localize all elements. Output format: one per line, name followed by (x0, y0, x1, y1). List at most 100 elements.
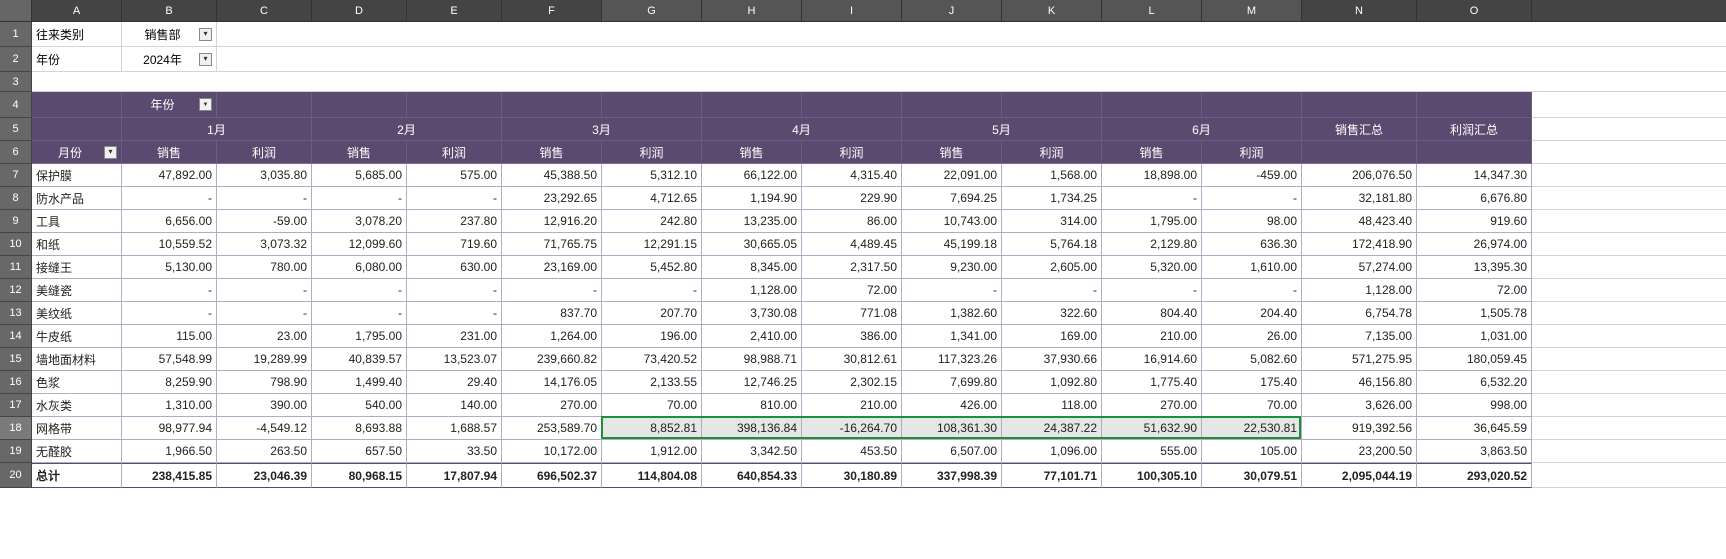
data-cell[interactable]: 210.00 (802, 394, 902, 417)
data-cell[interactable]: 3,863.50 (1417, 440, 1532, 463)
col-head-N[interactable]: N (1302, 0, 1417, 22)
data-cell[interactable]: 322.60 (1002, 302, 1102, 325)
funnel-icon[interactable] (199, 53, 212, 66)
row-label[interactable]: 美纹纸 (32, 302, 122, 325)
data-cell[interactable]: 5,312.10 (602, 164, 702, 187)
data-cell[interactable]: - (1102, 187, 1202, 210)
data-cell[interactable]: 46,156.80 (1302, 371, 1417, 394)
data-cell[interactable]: 18,898.00 (1102, 164, 1202, 187)
m4-sales[interactable]: 销售 (702, 141, 802, 164)
data-cell[interactable]: 571,275.95 (1302, 348, 1417, 371)
data-cell[interactable]: 115.00 (122, 325, 217, 348)
row-num-20[interactable]: 20 (0, 463, 32, 488)
data-cell[interactable]: - (122, 302, 217, 325)
row-num-17[interactable]: 17 (0, 394, 32, 417)
row-label[interactable]: 墙地面材料 (32, 348, 122, 371)
row-label[interactable]: 无醛胶 (32, 440, 122, 463)
data-cell[interactable]: 3,730.08 (702, 302, 802, 325)
data-cell[interactable]: 8,259.90 (122, 371, 217, 394)
m6-profit[interactable]: 利润 (1202, 141, 1302, 164)
data-cell[interactable]: 172,418.90 (1302, 233, 1417, 256)
data-cell[interactable]: 7,694.25 (902, 187, 1002, 210)
data-cell[interactable]: - (312, 187, 407, 210)
filter2-value[interactable]: 2024年 (122, 47, 217, 72)
phc[interactable] (702, 92, 802, 118)
data-cell[interactable]: 169.00 (1002, 325, 1102, 348)
row-label[interactable]: 工具 (32, 210, 122, 233)
data-cell[interactable]: 196.00 (602, 325, 702, 348)
data-cell[interactable]: 14,176.05 (502, 371, 602, 394)
data-cell[interactable]: - (407, 187, 502, 210)
row-num-7[interactable]: 7 (0, 164, 32, 187)
data-cell[interactable]: 1,382.60 (902, 302, 1002, 325)
phc[interactable] (217, 92, 312, 118)
row-label[interactable]: 接缝王 (32, 256, 122, 279)
data-cell[interactable]: 118.00 (1002, 394, 1102, 417)
data-cell[interactable]: -459.00 (1202, 164, 1302, 187)
data-cell[interactable]: 837.70 (502, 302, 602, 325)
data-cell[interactable]: 1,610.00 (1202, 256, 1302, 279)
data-cell[interactable]: 204.40 (1202, 302, 1302, 325)
data-cell[interactable]: 108,361.30 (902, 417, 1002, 440)
data-cell[interactable]: 780.00 (217, 256, 312, 279)
data-cell[interactable]: 314.00 (1002, 210, 1102, 233)
data-cell[interactable]: 8,693.88 (312, 417, 407, 440)
data-cell[interactable]: -16,264.70 (802, 417, 902, 440)
data-cell[interactable]: 48,423.40 (1302, 210, 1417, 233)
row-num-11[interactable]: 11 (0, 256, 32, 279)
col-head-I[interactable]: I (802, 0, 902, 22)
data-cell[interactable]: 263.50 (217, 440, 312, 463)
data-cell[interactable]: 22,091.00 (902, 164, 1002, 187)
phc[interactable] (502, 92, 602, 118)
row-num-8[interactable]: 8 (0, 187, 32, 210)
phc[interactable] (407, 92, 502, 118)
data-cell[interactable]: 47,892.00 (122, 164, 217, 187)
col-head-E[interactable]: E (407, 0, 502, 22)
data-cell[interactable]: 798.90 (217, 371, 312, 394)
row-num-6[interactable]: 6 (0, 141, 32, 164)
tot-c11[interactable]: 30,079.51 (1202, 463, 1302, 488)
data-cell[interactable]: 5,130.00 (122, 256, 217, 279)
phc[interactable] (1002, 92, 1102, 118)
m3-profit[interactable]: 利润 (602, 141, 702, 164)
data-cell[interactable]: 73,420.52 (602, 348, 702, 371)
profit-total-head[interactable]: 利润汇总 (1417, 118, 1532, 141)
data-cell[interactable]: 7,135.00 (1302, 325, 1417, 348)
phc[interactable] (902, 92, 1002, 118)
data-cell[interactable]: 13,523.07 (407, 348, 502, 371)
data-cell[interactable]: 242.80 (602, 210, 702, 233)
m4-profit[interactable]: 利润 (802, 141, 902, 164)
month-5[interactable]: 5月 (902, 118, 1102, 141)
data-cell[interactable]: 919,392.56 (1302, 417, 1417, 440)
chevron-down-icon[interactable] (199, 98, 212, 111)
data-cell[interactable]: 10,559.52 (122, 233, 217, 256)
data-cell[interactable]: 2,302.15 (802, 371, 902, 394)
data-cell[interactable]: 86.00 (802, 210, 902, 233)
data-cell[interactable]: 386.00 (802, 325, 902, 348)
tot-c12[interactable]: 2,095,044.19 (1302, 463, 1417, 488)
data-cell[interactable]: 10,172.00 (502, 440, 602, 463)
data-cell[interactable]: 33.50 (407, 440, 502, 463)
data-cell[interactable]: 32,181.80 (1302, 187, 1417, 210)
data-cell[interactable]: 207.70 (602, 302, 702, 325)
row-num-4[interactable]: 4 (0, 92, 32, 118)
data-cell[interactable]: 1,128.00 (702, 279, 802, 302)
data-cell[interactable]: 51,632.90 (1102, 417, 1202, 440)
month-4[interactable]: 4月 (702, 118, 902, 141)
data-cell[interactable]: 22,530.81 (1202, 417, 1302, 440)
data-cell[interactable]: 98.00 (1202, 210, 1302, 233)
data-cell[interactable]: 1,031.00 (1417, 325, 1532, 348)
data-cell[interactable]: 98,977.94 (122, 417, 217, 440)
col-head-K[interactable]: K (1002, 0, 1102, 22)
data-cell[interactable]: 810.00 (702, 394, 802, 417)
data-cell[interactable]: 26,974.00 (1417, 233, 1532, 256)
data-cell[interactable]: 390.00 (217, 394, 312, 417)
sales-total-head[interactable]: 销售汇总 (1302, 118, 1417, 141)
data-cell[interactable]: 1,128.00 (1302, 279, 1417, 302)
data-cell[interactable]: 998.00 (1417, 394, 1532, 417)
data-cell[interactable]: 2,133.55 (602, 371, 702, 394)
data-cell[interactable]: 30,665.05 (702, 233, 802, 256)
select-all-corner[interactable] (0, 0, 32, 22)
data-cell[interactable]: 270.00 (1102, 394, 1202, 417)
data-cell[interactable]: 2,129.80 (1102, 233, 1202, 256)
